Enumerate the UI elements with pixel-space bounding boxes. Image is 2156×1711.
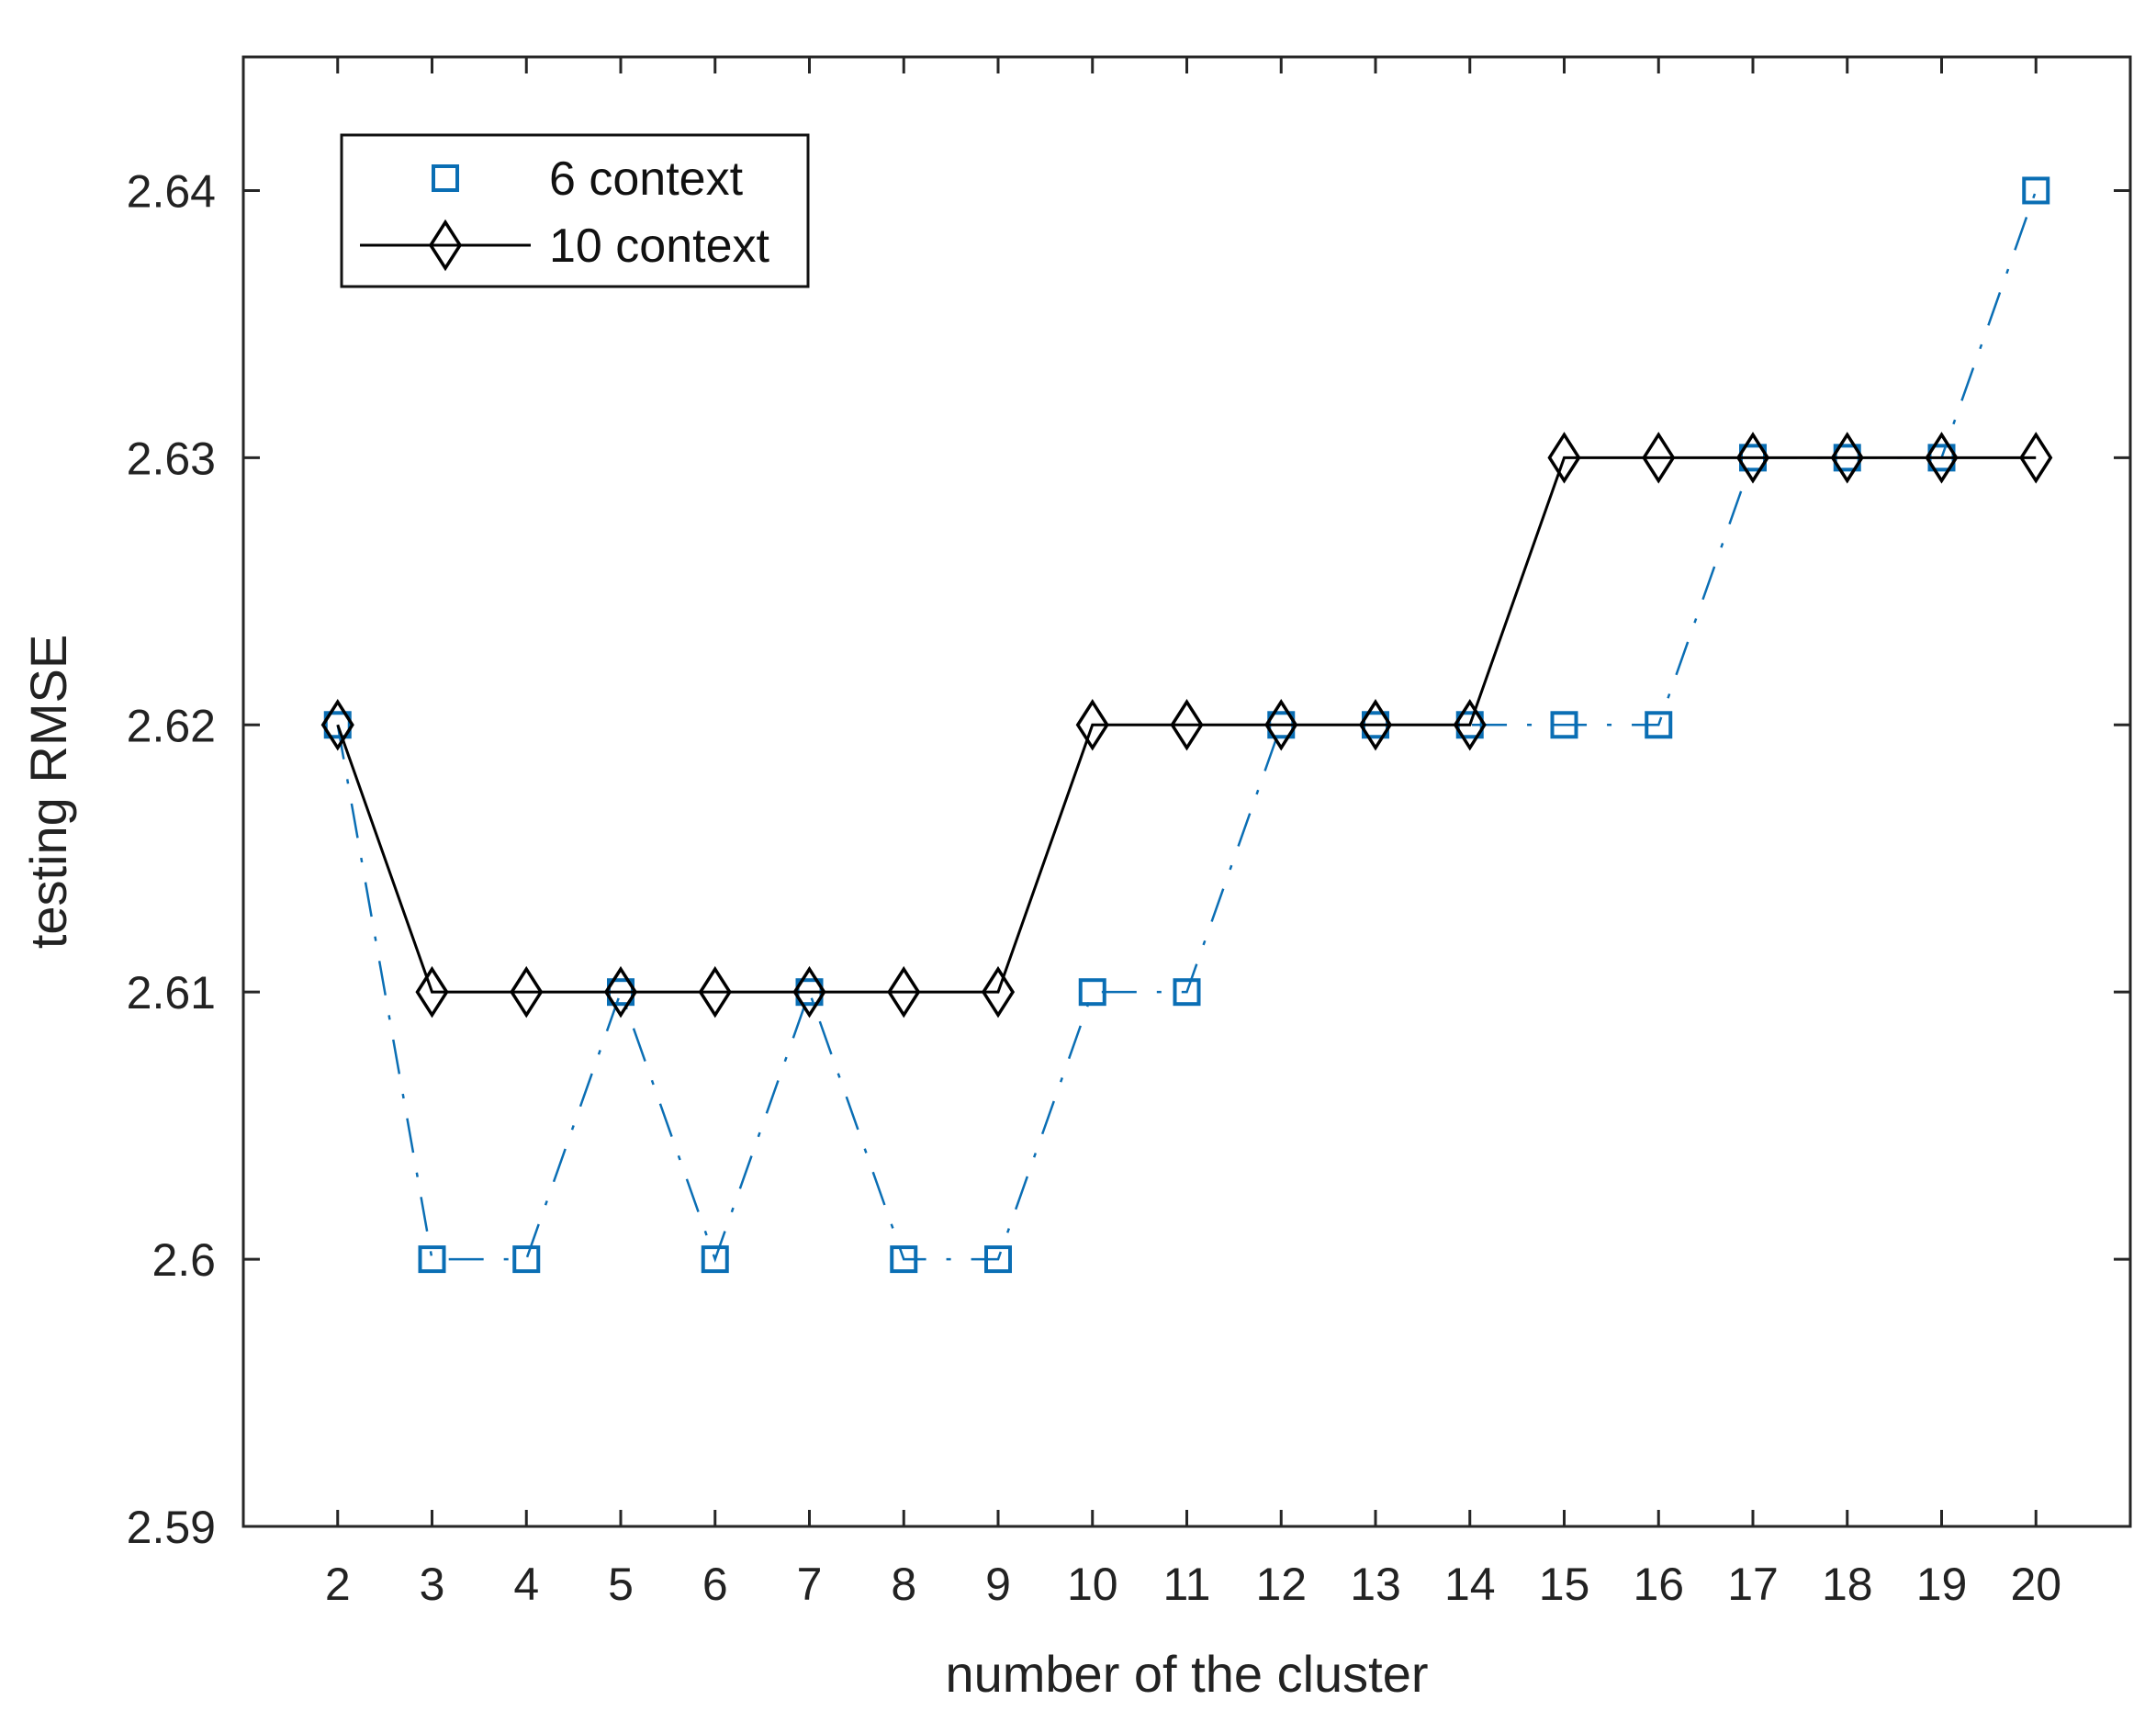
data-point-diamond	[1264, 699, 1298, 751]
data-point-diamond	[1830, 432, 1864, 484]
legend-box	[340, 133, 810, 288]
data-point-square	[512, 1245, 541, 1274]
legend-symbol-diamond	[360, 219, 531, 272]
y-tick-label: 2.61	[127, 967, 216, 1019]
data-point-square	[1550, 711, 1578, 739]
x-tick-label: 13	[1350, 1559, 1401, 1610]
data-point-square	[2022, 176, 2050, 205]
x-tick-label: 15	[1539, 1559, 1590, 1610]
legend: 6 context 10 context	[340, 133, 810, 288]
data-point-diamond	[1642, 432, 1676, 484]
data-point-diamond	[1547, 432, 1581, 484]
ticks-layer: 2 3 4 5 6 7 8 9 10 11 12 13 14 15 16 17 18 19 20 2.59 2.6 2.6…	[127, 57, 2130, 1610]
x-tick-label: 11	[1163, 1559, 1211, 1610]
x-axis-label: number of the cluster	[945, 1645, 1428, 1703]
data-point-square	[701, 1245, 729, 1274]
data-point-diamond	[1925, 432, 1959, 484]
data-point-diamond	[1358, 699, 1393, 751]
data-point-diamond	[792, 965, 826, 1019]
x-tick-label: 12	[1255, 1559, 1307, 1610]
y-tick-label: 2.62	[127, 700, 216, 751]
series-diamond	[320, 432, 2053, 1019]
data-point-square	[323, 711, 352, 739]
y-tick-label: 2.63	[127, 433, 216, 484]
x-tick-label: 18	[1822, 1559, 1873, 1610]
legend-label-10-context: 10 context	[549, 220, 769, 273]
x-tick-label: 17	[1727, 1559, 1779, 1610]
x-tick-label: 2	[325, 1559, 351, 1610]
x-tick-label: 9	[985, 1559, 1011, 1610]
y-axis-label: testing RMSE	[19, 635, 77, 949]
data-point-square	[1078, 978, 1106, 1007]
data-point-diamond	[603, 965, 638, 1019]
series-line	[336, 190, 2038, 1263]
y-tick-label: 2.59	[127, 1502, 216, 1553]
x-tick-label: 5	[608, 1559, 634, 1610]
series-line	[336, 456, 2037, 994]
legend-entry-10-context: 10 context	[360, 219, 769, 273]
data-point-diamond	[1075, 699, 1109, 751]
data-point-diamond	[981, 965, 1016, 1019]
x-tick-label: 3	[420, 1559, 445, 1610]
series-layer	[320, 176, 2053, 1274]
data-point-diamond	[2019, 432, 2053, 484]
legend-marker-square	[432, 164, 459, 192]
data-point-diamond	[1735, 432, 1770, 484]
data-point-square	[984, 1245, 1012, 1274]
x-tick-label: 4	[513, 1559, 539, 1610]
x-tick-label: 8	[891, 1559, 916, 1610]
legend-entry-6-context: 6 context	[432, 152, 744, 206]
data-point-diamond	[1170, 699, 1204, 751]
legend-symbol-square	[432, 164, 459, 192]
data-point-square	[1173, 978, 1201, 1007]
x-tick-label: 16	[1633, 1559, 1684, 1610]
x-tick-label: 6	[702, 1559, 728, 1610]
x-tick-label: 7	[797, 1559, 823, 1610]
data-point-diamond	[698, 965, 732, 1019]
x-tick-label: 19	[1916, 1559, 1968, 1610]
x-tick-label: 20	[2010, 1559, 2061, 1610]
data-point-diamond	[320, 699, 354, 751]
data-point-diamond	[510, 965, 544, 1019]
data-point-square	[1645, 711, 1673, 739]
legend-label-6-context: 6 context	[549, 152, 744, 206]
legend-marker-diamond	[428, 219, 463, 272]
x-tick-label: 14	[1444, 1559, 1496, 1610]
data-point-diamond	[1453, 699, 1487, 751]
x-tick-label: 10	[1067, 1559, 1118, 1610]
data-point-diamond	[887, 965, 921, 1019]
data-point-square	[418, 1245, 446, 1274]
y-tick-label: 2.6	[152, 1234, 216, 1286]
data-point-square	[890, 1245, 918, 1274]
data-point-diamond	[415, 965, 449, 1019]
y-tick-label: 2.64	[127, 165, 216, 217]
